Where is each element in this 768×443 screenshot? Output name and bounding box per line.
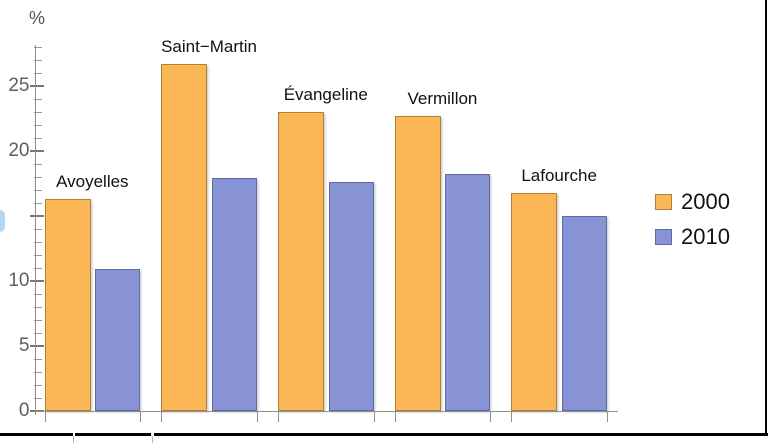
y-axis-major-tick — [29, 280, 44, 282]
bar-2010 — [211, 178, 257, 411]
y-axis-minor-tick — [33, 319, 42, 321]
y-axis-minor-tick — [33, 137, 42, 139]
table-column-divider — [72, 435, 75, 443]
x-axis-tick — [490, 411, 492, 422]
y-axis-minor-tick — [33, 332, 42, 334]
y-axis-minor-tick — [33, 46, 42, 48]
y-axis-tick-label: 10 — [8, 270, 30, 291]
y-axis-major-tick — [29, 345, 44, 347]
bar-2000 — [277, 112, 324, 411]
y-axis-minor-tick — [33, 358, 42, 360]
y-axis-minor-tick — [33, 72, 42, 74]
category-label: Évangeline — [283, 85, 368, 104]
y-axis-minor-tick — [33, 59, 42, 61]
y-axis-minor-tick — [33, 98, 42, 100]
y-axis-minor-tick — [33, 293, 42, 295]
x-axis-tick — [140, 411, 142, 422]
y-axis-unit-label: % — [28, 8, 45, 28]
x-axis-tick — [511, 411, 513, 422]
y-axis-minor-tick — [33, 124, 42, 126]
bottom-table-border-segment — [0, 433, 73, 436]
table-column-divider — [151, 435, 154, 443]
y-axis-minor-tick — [33, 397, 42, 399]
category-label: Vermillon — [407, 88, 478, 108]
bar-2000 — [161, 63, 208, 411]
x-axis-tick — [161, 411, 163, 422]
category-label: Lafourche — [521, 165, 597, 185]
y-axis-tick-label: 5 — [18, 335, 30, 356]
bar-2000 — [44, 199, 91, 411]
y-axis-minor-tick — [33, 267, 42, 269]
y-axis-minor-tick — [33, 306, 42, 308]
y-axis-minor-tick — [33, 202, 42, 204]
y-axis-tick-label: 25 — [8, 75, 30, 96]
legend-label: 2000 — [681, 189, 730, 214]
bottom-table-border-segment — [154, 433, 768, 436]
bar-2000 — [511, 192, 558, 411]
x-axis-tick — [256, 411, 259, 422]
y-axis-minor-tick — [33, 241, 42, 243]
y-axis-minor-tick — [33, 228, 42, 230]
category-label: Avoyelles — [56, 172, 129, 192]
bar-2010 — [328, 182, 374, 411]
y-axis-major-tick — [29, 85, 44, 87]
y-axis-minor-tick — [33, 111, 42, 113]
y-axis-tick-label: 20 — [8, 140, 30, 161]
legend-swatch-2000 — [655, 193, 672, 210]
legend-label: 2010 — [681, 224, 730, 249]
x-axis-tick — [373, 411, 375, 422]
x-axis-tick — [44, 411, 46, 422]
bar-2000 — [394, 115, 441, 411]
x-axis-tick — [607, 411, 609, 422]
x-axis-tick — [394, 411, 396, 422]
edge-blue-fragment — [0, 210, 5, 232]
legend-swatch-2010 — [655, 228, 672, 245]
bar-2010 — [95, 269, 141, 411]
x-axis-tick — [277, 411, 280, 422]
y-axis-line — [35, 45, 37, 415]
y-axis-minor-tick — [33, 254, 42, 256]
bar-2010 — [445, 174, 491, 411]
y-axis-minor-tick — [33, 189, 42, 191]
y-axis-major-tick — [29, 150, 44, 152]
y-axis-minor-tick — [33, 371, 42, 373]
legend-item: 2000 — [655, 189, 730, 214]
legend: 2000 2010 — [655, 189, 730, 249]
y-axis-major-tick — [29, 215, 44, 217]
category-label: Saint−Martin — [161, 36, 257, 56]
x-axis-line — [35, 410, 618, 413]
y-axis-minor-tick — [33, 176, 42, 178]
window-right-border — [764, 0, 767, 434]
y-axis-tick-label: 0 — [18, 400, 30, 421]
bottom-table-border-segment — [75, 433, 151, 436]
y-axis-minor-tick — [33, 163, 42, 165]
legend-item: 2010 — [655, 224, 730, 249]
bar-2010 — [562, 216, 607, 411]
y-axis-minor-tick — [33, 384, 42, 386]
